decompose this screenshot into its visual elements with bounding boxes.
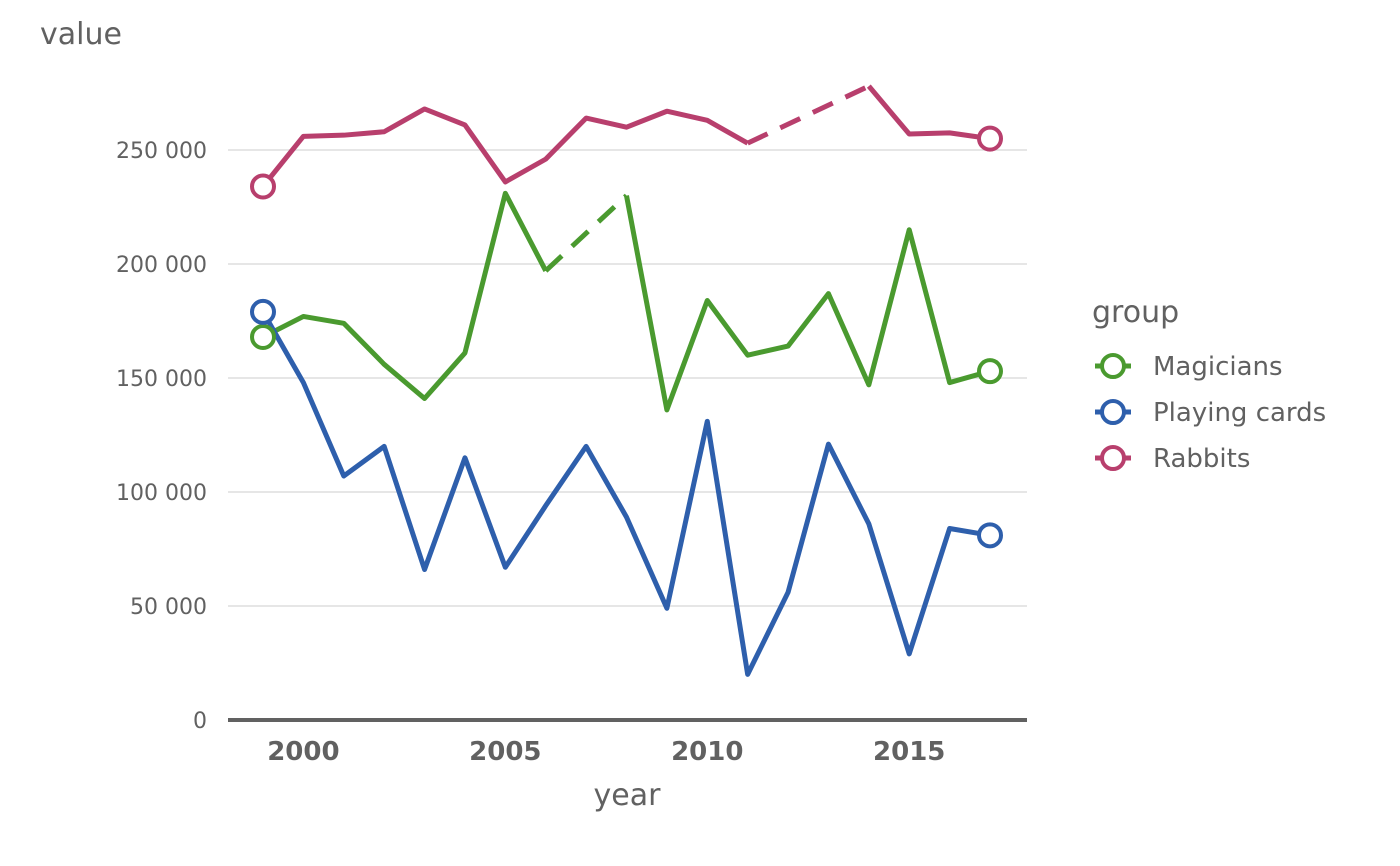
y-tick-label: 250 000 (116, 139, 207, 164)
series-line-magicians (624, 195, 991, 413)
series-line-magicians (261, 190, 548, 402)
legend-item-rabbits: Rabbits (1095, 444, 1250, 474)
x-tick-label: 2010 (671, 737, 743, 767)
legend: group Magicians Playing cards Rabbits (1092, 295, 1326, 474)
y-tick-label: 200 000 (116, 253, 207, 278)
series-gap-magicians (544, 193, 629, 273)
legend-swatch-marker (1100, 399, 1126, 425)
series-line-playing-cards (260, 310, 991, 677)
endpoint-magicians (977, 358, 1003, 385)
y-tick-label: 100 000 (116, 481, 207, 506)
series-endpoints (250, 125, 1003, 549)
y-tick-labels: 0 50 000 100 000 150 000 200 000 250 000 (116, 139, 207, 734)
series-magicians (261, 190, 991, 413)
y-tick-label: 50 000 (130, 595, 207, 620)
endpoint-rabbits (250, 173, 276, 200)
gridlines (228, 149, 1027, 607)
series-playing-cards (260, 310, 991, 677)
legend-label: Magicians (1153, 352, 1283, 382)
series-gap-rabbits (746, 83, 870, 146)
series-line-rabbits (261, 106, 749, 189)
legend-swatch-marker (1100, 353, 1126, 379)
legend-label: Playing cards (1153, 398, 1326, 428)
y-axis-title: value (40, 17, 122, 52)
legend-label: Rabbits (1153, 444, 1250, 474)
y-tick-label: 0 (193, 709, 207, 734)
endpoint-rabbits (977, 125, 1003, 152)
legend-title: group (1092, 295, 1179, 330)
series-lines (260, 83, 991, 677)
series-rabbits (261, 83, 991, 189)
legend-swatch-marker (1100, 445, 1126, 471)
x-tick-label: 2000 (267, 737, 339, 767)
x-tick-labels: 2000 2005 2010 2015 (267, 737, 945, 767)
x-tick-label: 2005 (469, 737, 541, 767)
legend-item-playing-cards: Playing cards (1095, 398, 1326, 428)
legend-item-magicians: Magicians (1095, 352, 1283, 382)
y-tick-label: 150 000 (116, 367, 207, 392)
endpoint-magicians (250, 323, 276, 350)
x-tick-label: 2015 (873, 737, 945, 767)
endpoint-playing-cards (250, 298, 276, 325)
x-axis-title: year (594, 778, 662, 813)
series-line-rabbits (866, 84, 991, 142)
endpoint-playing-cards (977, 522, 1003, 549)
